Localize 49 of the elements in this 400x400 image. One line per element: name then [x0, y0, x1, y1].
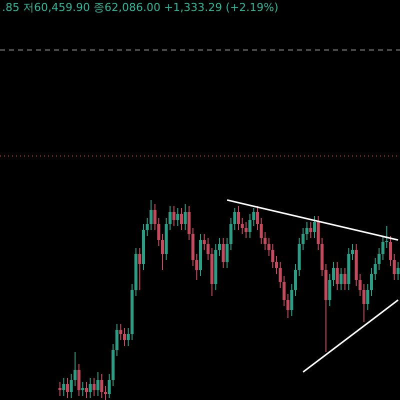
- candlestick: [309, 222, 312, 238]
- candlestick: [96, 372, 100, 396]
- candlestick: [176, 208, 180, 226]
- candlestick: [286, 294, 290, 318]
- candlestick: [290, 284, 294, 316]
- candlestick: [206, 238, 210, 260]
- candlestick: [122, 328, 126, 346]
- candlestick: [340, 268, 343, 290]
- candlestick: [328, 274, 332, 306]
- candlestick: [370, 268, 374, 296]
- candlestick: [240, 218, 244, 234]
- candlestick: [160, 234, 164, 270]
- candlestick: [66, 378, 70, 398]
- candlestick: [62, 378, 66, 396]
- candlestick: [305, 222, 308, 240]
- candlestick: [92, 378, 96, 396]
- candlestick: [188, 206, 191, 240]
- candlestick: [119, 324, 122, 340]
- candlestick: [88, 378, 92, 398]
- candlestick: [388, 236, 392, 266]
- candlestick: [81, 382, 84, 396]
- candlestick: [312, 216, 316, 238]
- candlestick: [226, 238, 229, 268]
- candlestick: [362, 284, 366, 322]
- candlestick: [84, 382, 88, 398]
- candlestick: [392, 254, 396, 280]
- candlestick: [184, 204, 187, 230]
- candlestick: [138, 248, 142, 290]
- candlestick: [222, 238, 225, 268]
- candlestick: [336, 262, 339, 290]
- candlestick: [115, 324, 118, 356]
- candlestick: [294, 264, 298, 296]
- candlestick: [256, 206, 260, 230]
- candlestick: [396, 262, 400, 280]
- candlestick: [77, 364, 80, 396]
- candlestick: [100, 374, 104, 398]
- candlestick: [332, 262, 336, 286]
- candlestick: [180, 208, 184, 230]
- candlestick: [236, 206, 240, 230]
- candlestick: [58, 382, 62, 396]
- candlestick: [274, 256, 278, 274]
- candlestick: [350, 244, 354, 260]
- candlestick: [366, 284, 370, 310]
- candlestick: [218, 238, 222, 256]
- candlestick: [172, 206, 176, 226]
- candlestick: [104, 386, 108, 400]
- candlestick: [343, 268, 346, 290]
- text: .85 저60,459.90 종62,086.00 +1,333.29 (+2.19%): [2, 1, 278, 14]
- candlestick: [244, 222, 248, 238]
